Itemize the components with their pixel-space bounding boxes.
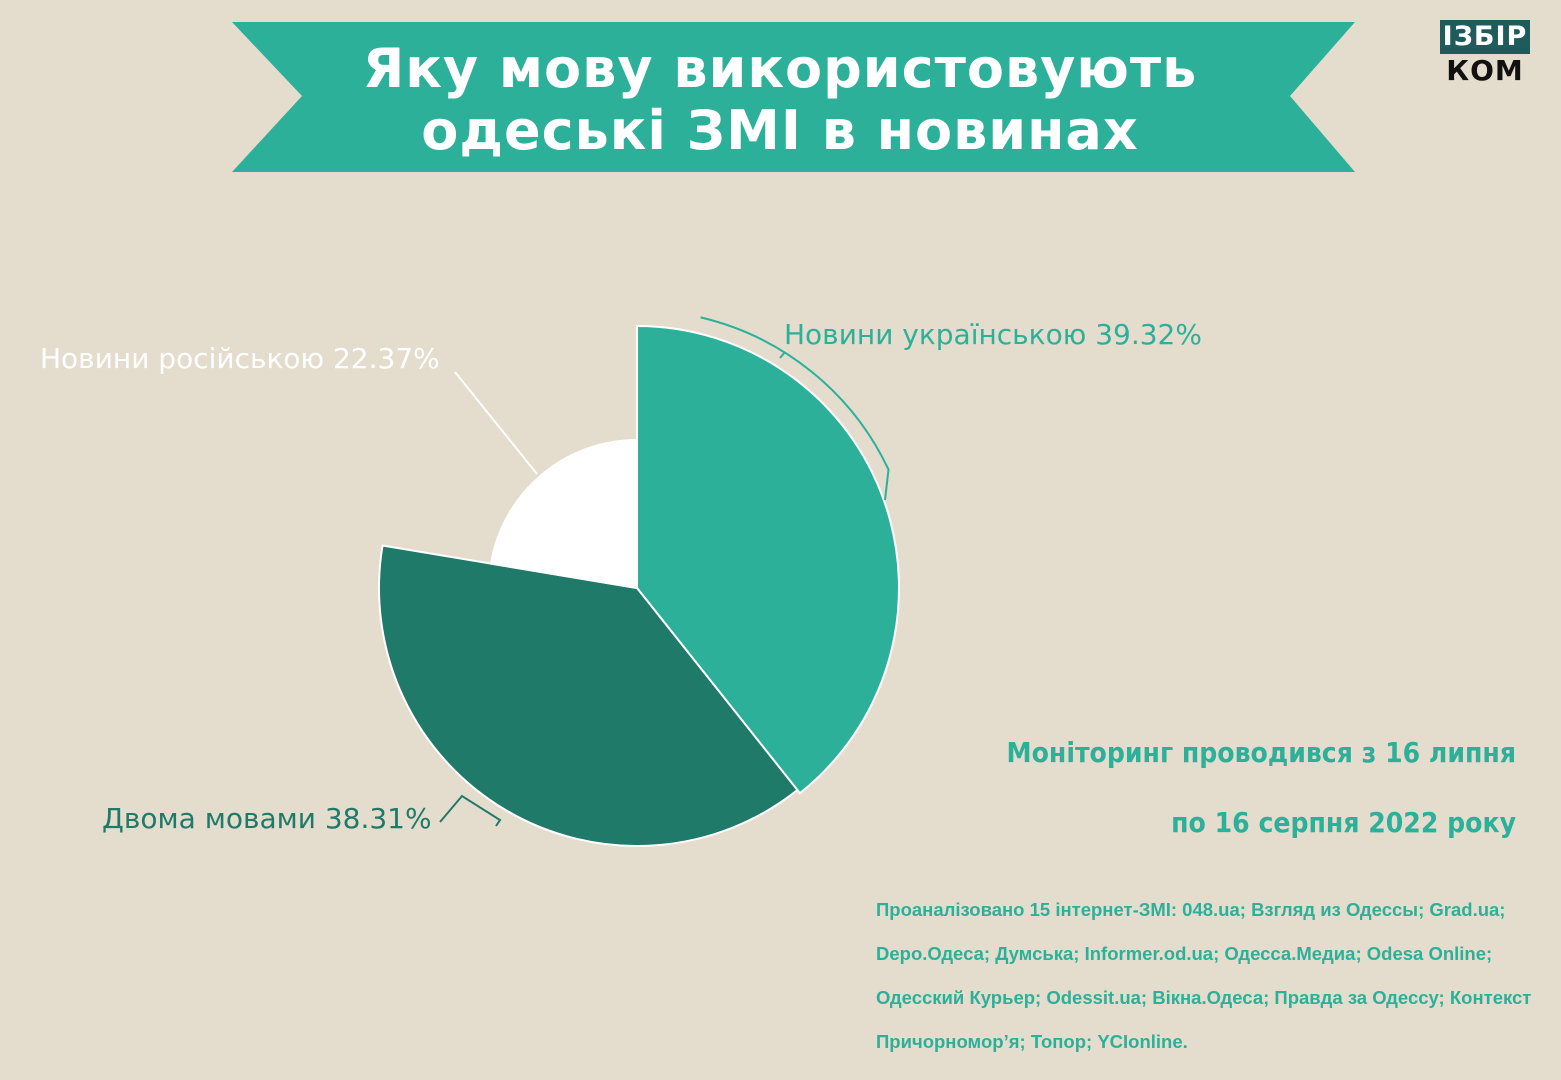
sources-line-4: Причорномор’я; Топор; YCIonline. <box>876 1031 1188 1052</box>
slice-both <box>378 544 799 847</box>
slice-label-ukrainian: Новини українською 39.32% <box>784 318 1202 351</box>
logo-bottom-text: КОМ <box>1446 54 1524 87</box>
title-banner <box>232 22 1355 172</box>
sources-line-1: Проаналізовано 15 інтернет-ЗМІ: 048.ua; … <box>876 899 1506 920</box>
sources-line-3: Одесский Курьер; Odessit.ua; Вікна.Одеса… <box>876 987 1532 1008</box>
page-title: Яку мову використовують одеські ЗМІ в но… <box>330 38 1230 162</box>
leader-line-russian <box>454 371 538 475</box>
title-ribbon <box>232 22 1355 172</box>
leader-line-ukrainian <box>700 316 890 501</box>
title-line-1: Яку мову використовують <box>362 37 1198 100</box>
leader-line-both <box>439 794 502 827</box>
monitoring-line-1: Моніторинг проводився з 16 липня <box>1006 736 1516 769</box>
logo-top-text: ІЗБІР <box>1440 20 1530 54</box>
monitoring-period: Моніторинг проводився з 16 липня по 16 с… <box>930 718 1516 858</box>
slice-ukrainian <box>636 324 900 795</box>
sources-line-2: Depo.Одеса; Думська; Informer.od.ua; Оде… <box>876 943 1493 964</box>
slice-russian <box>489 438 638 590</box>
sources-note: Проаналізовано 15 інтернет-ЗМІ: 048.ua; … <box>876 888 1532 1064</box>
slice-label-russian: Новини російською 22.37% <box>40 342 440 375</box>
slice-label-both: Двома мовами 38.31% <box>102 802 432 835</box>
title-line-2: одеські ЗМІ в новинах <box>421 99 1139 162</box>
monitoring-line-2: по 16 серпня 2022 року <box>1171 806 1516 839</box>
izbirkom-logo: ІЗБІР КОМ <box>1440 20 1530 88</box>
